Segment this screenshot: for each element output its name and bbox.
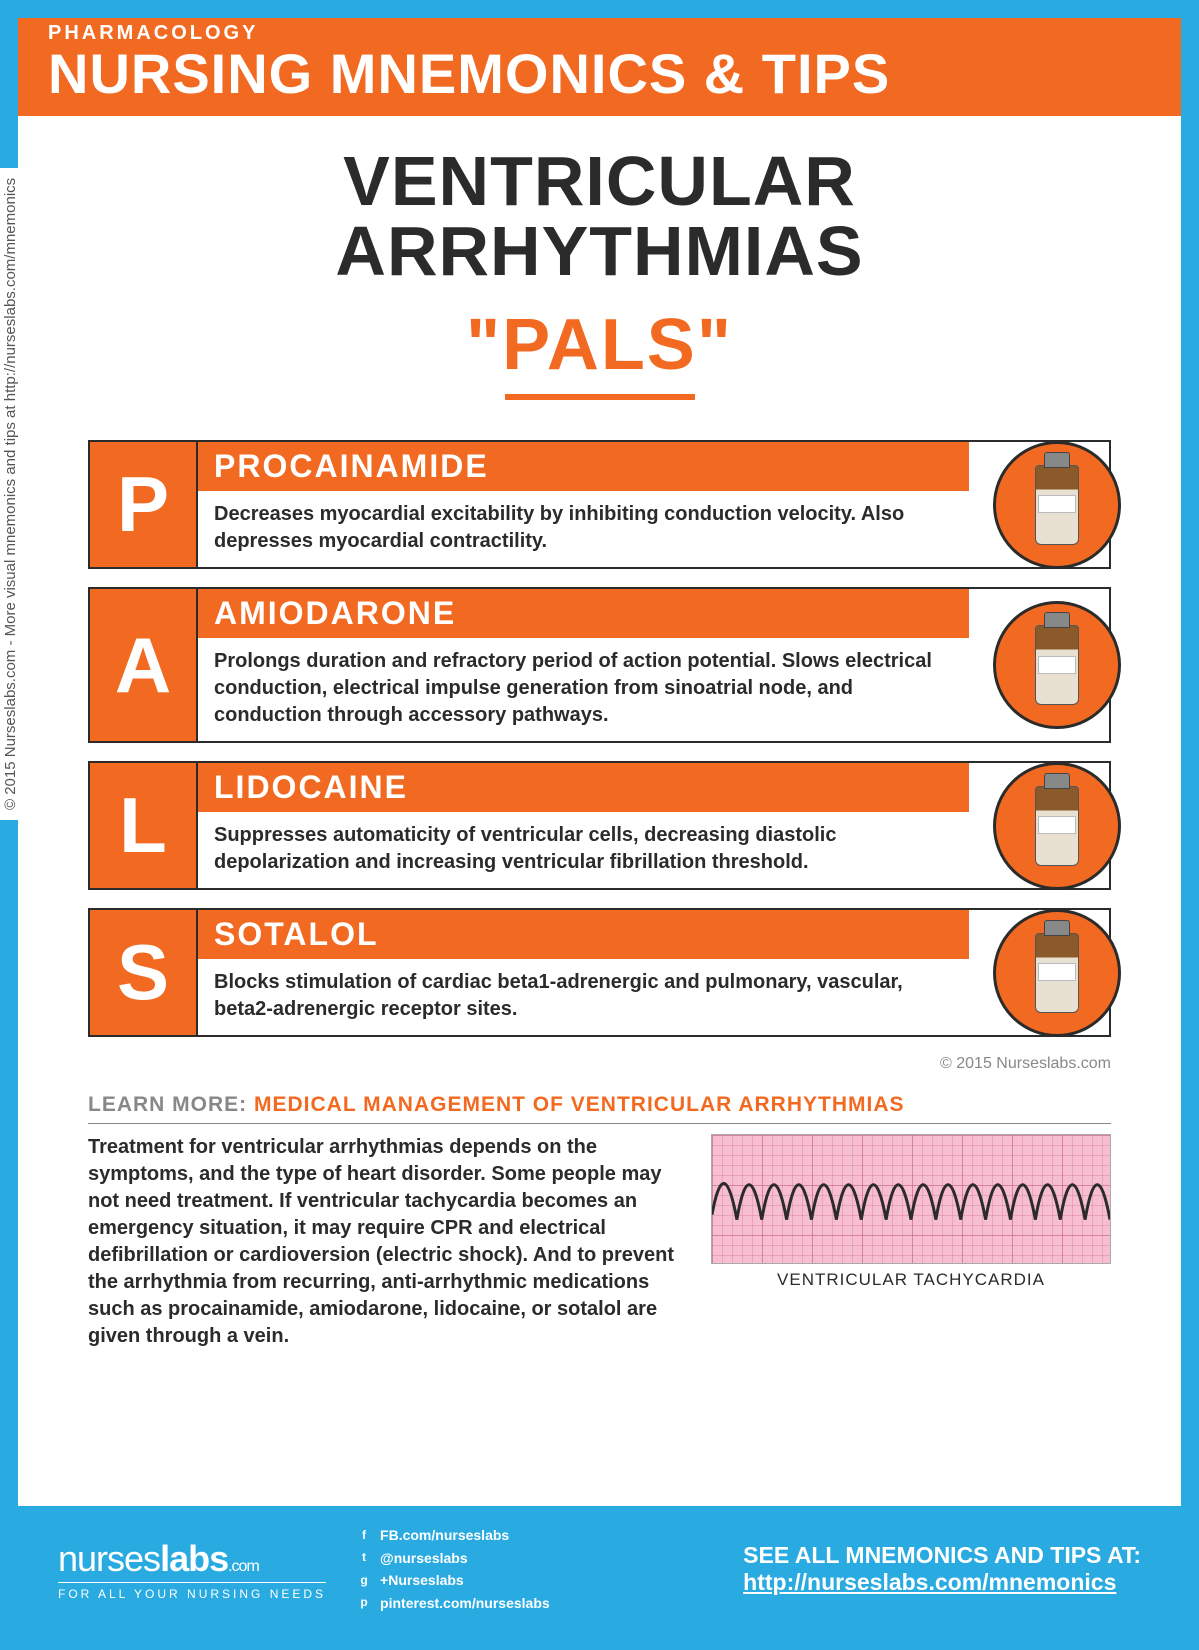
socials: fFB.com/nurseslabs t@nurseslabs g+Nurses… — [356, 1524, 550, 1614]
logo-tagline: FOR ALL YOUR NURSING NEEDS — [58, 1582, 326, 1601]
page: PHARMACOLOGY NURSING MNEMONICS & TIPS VE… — [0, 0, 1199, 1650]
mnemonic-item-l: L LIDOCAINE Suppresses automaticity of v… — [88, 761, 1111, 890]
ecg-image — [711, 1134, 1111, 1264]
mnemonic-list: P PROCAINAMIDE Decreases myocardial exci… — [88, 440, 1111, 1037]
banner-title: NURSING MNEMONICS & TIPS — [48, 41, 1151, 106]
vial-icon — [993, 762, 1121, 890]
letter-l: L — [88, 761, 198, 890]
facebook-icon: f — [356, 1528, 372, 1544]
vial-icon — [993, 441, 1121, 569]
item-body: SOTALOL Blocks stimulation of cardiac be… — [198, 908, 1111, 1037]
footer: nurseslabs.com FOR ALL YOUR NURSING NEED… — [18, 1506, 1181, 1632]
letter-p: P — [88, 440, 198, 569]
mnemonic-underline — [505, 394, 695, 400]
main-title-line2: ARRHYTHMIAS — [78, 216, 1121, 286]
item-body: PROCAINAMIDE Decreases myocardial excita… — [198, 440, 1111, 569]
learn-more-section: LEARN MORE: MEDICAL MANAGEMENT OF VENTRI… — [88, 1093, 1111, 1350]
copyright-small: © 2015 Nurseslabs.com — [78, 1055, 1111, 1073]
item-desc: Suppresses automaticity of ventricular c… — [198, 812, 969, 888]
learn-more-header: LEARN MORE: MEDICAL MANAGEMENT OF VENTRI… — [88, 1093, 1111, 1124]
social-tw: t@nurseslabs — [356, 1547, 550, 1569]
item-name: LIDOCAINE — [198, 763, 969, 812]
item-name: PROCAINAMIDE — [198, 442, 969, 491]
letter-a: A — [88, 587, 198, 743]
pinterest-icon: p — [356, 1595, 372, 1611]
vial-icon — [993, 601, 1121, 729]
logo-block: nurseslabs.com FOR ALL YOUR NURSING NEED… — [58, 1538, 326, 1601]
social-pn: ppinterest.com/nurseslabs — [356, 1592, 550, 1614]
learn-more-label: LEARN MORE: — [88, 1093, 247, 1116]
logo-text: nurseslabs.com — [58, 1538, 326, 1580]
content-area: VENTRICULAR ARRHYTHMIAS "PALS" P PROCAIN… — [18, 116, 1181, 1506]
logo-com: .com — [228, 1558, 259, 1575]
social-fb: fFB.com/nurseslabs — [356, 1524, 550, 1546]
mnemonic-item-a: A AMIODARONE Prolongs duration and refra… — [88, 587, 1111, 743]
footer-right: SEE ALL MNEMONICS AND TIPS AT: http://nu… — [743, 1542, 1141, 1596]
mnemonics-url[interactable]: http://nurseslabs.com/mnemonics — [743, 1569, 1141, 1596]
mnemonic-item-p: P PROCAINAMIDE Decreases myocardial exci… — [88, 440, 1111, 569]
letter-s: S — [88, 908, 198, 1037]
item-body: LIDOCAINE Suppresses automaticity of ven… — [198, 761, 1111, 890]
item-desc: Prolongs duration and refractory period … — [198, 638, 969, 741]
side-credit: © 2015 Nurseslabs.com - More visual mnem… — [0, 168, 21, 820]
ecg-block: VENTRICULAR TACHYCARDIA — [711, 1134, 1111, 1290]
item-name: SOTALOL — [198, 910, 969, 959]
item-body: AMIODARONE Prolongs duration and refract… — [198, 587, 1111, 743]
learn-more-text: Treatment for ventricular arrhythmias de… — [88, 1134, 691, 1350]
social-gp: g+Nurseslabs — [356, 1569, 550, 1591]
gplus-icon: g — [356, 1572, 372, 1588]
logo-bold: labs — [160, 1538, 228, 1579]
vial-icon — [993, 909, 1121, 1037]
learn-more-body: Treatment for ventricular arrhythmias de… — [88, 1134, 1111, 1350]
top-banner: PHARMACOLOGY NURSING MNEMONICS & TIPS — [18, 18, 1181, 116]
item-desc: Blocks stimulation of cardiac beta1-adre… — [198, 959, 969, 1035]
item-desc: Decreases myocardial excitability by inh… — [198, 491, 969, 567]
ecg-caption: VENTRICULAR TACHYCARDIA — [711, 1270, 1111, 1290]
twitter-icon: t — [356, 1550, 372, 1566]
main-title-line1: VENTRICULAR — [78, 146, 1121, 216]
learn-more-topic: MEDICAL MANAGEMENT OF VENTRICULAR ARRHYT… — [254, 1093, 904, 1116]
item-name: AMIODARONE — [198, 589, 969, 638]
logo-main: nurses — [58, 1538, 160, 1579]
mnemonic-item-s: S SOTALOL Blocks stimulation of cardiac … — [88, 908, 1111, 1037]
mnemonic-word: "PALS" — [78, 304, 1121, 386]
see-all-label: SEE ALL MNEMONICS AND TIPS AT: — [743, 1542, 1141, 1569]
